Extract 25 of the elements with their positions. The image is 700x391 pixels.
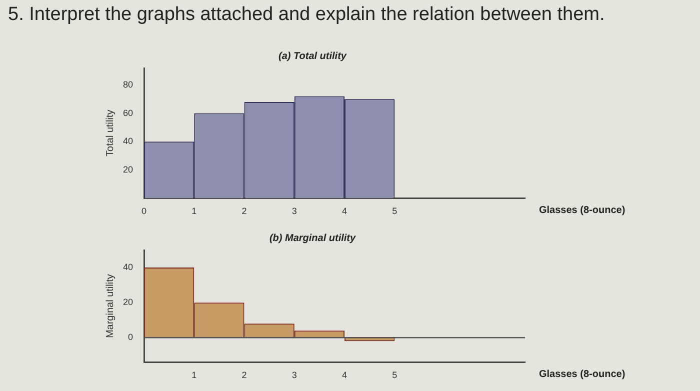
y-tick-label: 20 (122, 297, 134, 308)
x-tick-label: 2 (242, 370, 247, 380)
y-tick-label: 80 (122, 79, 134, 90)
y-tick-label: 0 (128, 332, 134, 342)
x-tick-label: 4 (342, 370, 348, 380)
chart-title: (a) Total utility (278, 50, 347, 62)
y-tick-label: 40 (122, 136, 134, 146)
x-tick-label: 1 (192, 370, 197, 380)
x-tick-label: 5 (392, 206, 398, 216)
y-tick-label: 40 (122, 262, 134, 272)
x-tick-label: 5 (392, 370, 398, 380)
x-tick-label: 3 (292, 370, 297, 380)
x-tick-label: 3 (292, 206, 297, 216)
x-tick-label: 0 (142, 206, 147, 216)
chart-title: (b) Marginal utility (269, 232, 356, 244)
y-axis-title: Marginal utility (104, 274, 116, 338)
x-tick-label: 2 (242, 206, 247, 216)
text: 5. Interpret the graphs attached and explain the relation between them. (8, 4, 605, 26)
y-axis-title: Total utility (104, 110, 116, 156)
x-axis-title: Glasses (8-ounce) (539, 368, 626, 380)
y-tick-label: 60 (122, 108, 134, 118)
x-axis-title: Glasses (8-ounce) (539, 204, 626, 216)
y-tick-label: 20 (122, 164, 134, 174)
x-tick-label: 1 (192, 206, 197, 216)
x-tick-label: 4 (342, 206, 348, 216)
